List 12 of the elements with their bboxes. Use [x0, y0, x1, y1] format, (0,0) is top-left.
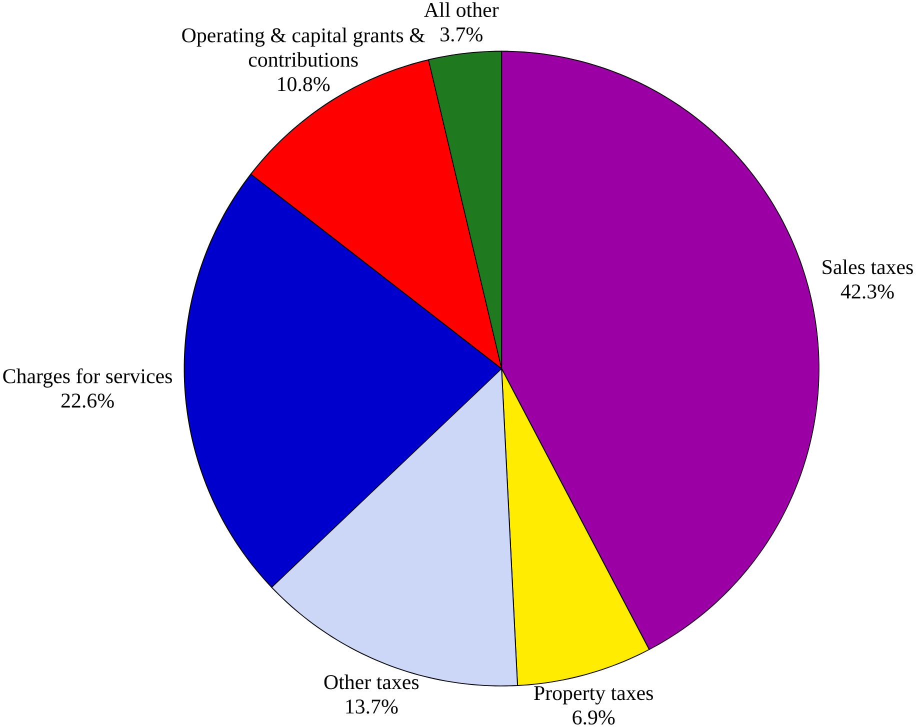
slice-label: All other [424, 2, 499, 18]
data-label: 42.3% [840, 284, 894, 299]
data-label: 6.9% [572, 710, 615, 725]
data-label: 22.6% [61, 394, 114, 408]
slice-label: Operating & capital grants & contributions [182, 28, 425, 67]
slice-label: Other taxes [324, 674, 419, 690]
slice-label: Charges for services [3, 368, 172, 388]
data-label: 13.7% [346, 700, 398, 714]
data-label: 10.8% [278, 77, 330, 92]
slice-label: Sales taxes [822, 259, 913, 274]
data-label: 3.7% [440, 27, 482, 42]
slice-label: Property taxes [534, 686, 653, 704]
